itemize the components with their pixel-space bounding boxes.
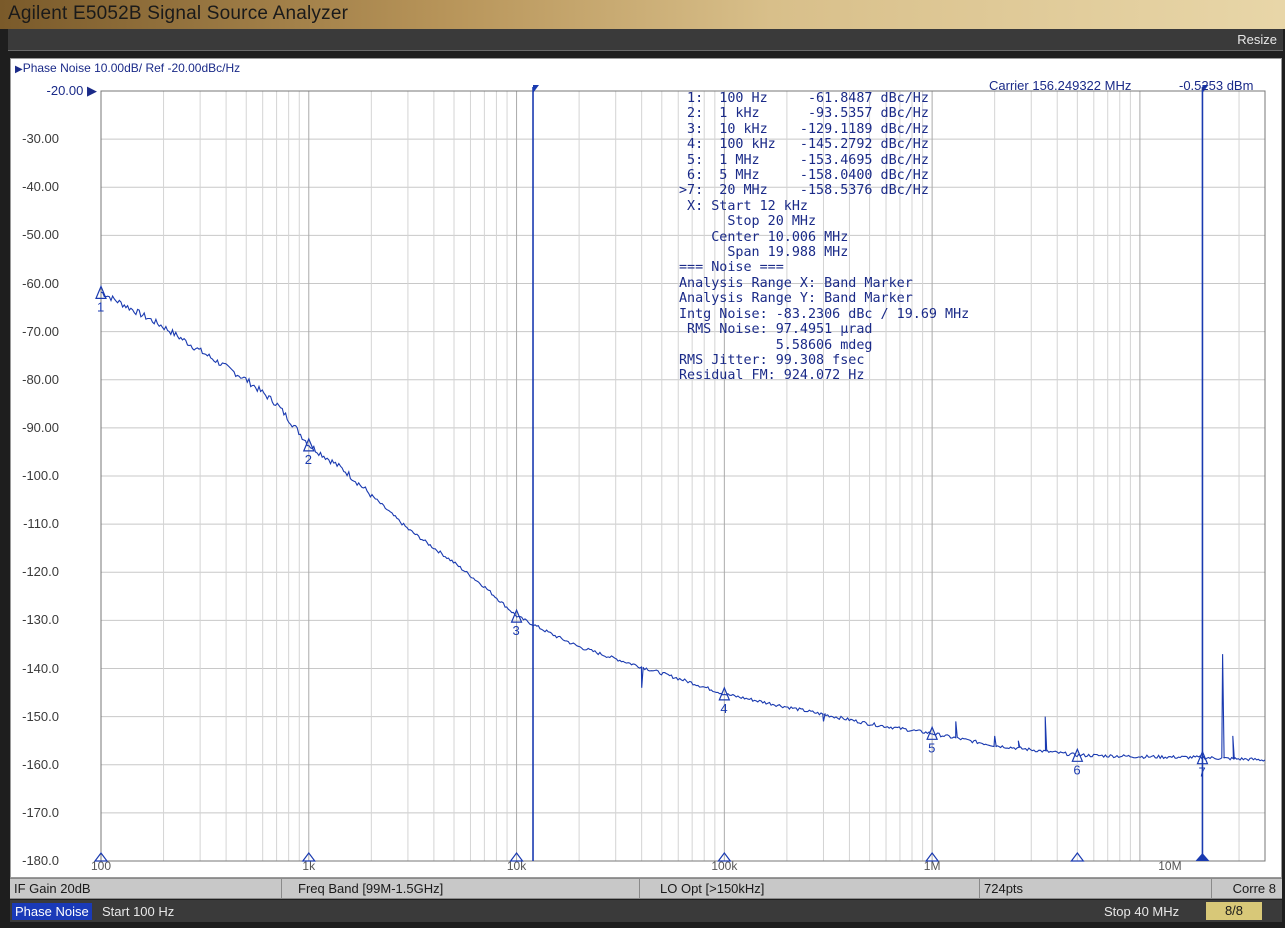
- analysis-readout-line: Stop 20 MHz: [679, 214, 817, 230]
- marker-7-triangle: [1196, 750, 1209, 765]
- x-axis-label: 1M: [923, 859, 941, 873]
- carrier-power: -0.5253 dBm: [1179, 78, 1254, 93]
- footer-bar: Phase Noise Start 100 Hz Stop 40 MHz 8/8: [10, 900, 1282, 922]
- marker-4-axis-triangle: [717, 852, 732, 862]
- x-axis-label: 10M: [1158, 859, 1182, 873]
- marker-4-triangle: [718, 686, 731, 701]
- y-axis-label: -40.00: [22, 179, 59, 195]
- marker-5-triangle: [926, 725, 939, 740]
- analysis-readout-line: Span 19.988 MHz: [679, 245, 849, 261]
- marker-3-label: 3: [513, 623, 520, 638]
- marker-readout-row: 4: 100 kHz -145.2792 dBc/Hz: [679, 137, 929, 153]
- marker-1-label: 1: [97, 299, 104, 314]
- phase-noise-chart[interactable]: 1 2 3 4 5 6 7: [11, 59, 1283, 879]
- freq-band-status[interactable]: Freq Band [99M-1.5GHz]: [282, 879, 640, 898]
- lo-opt-status[interactable]: LO Opt [>150kHz]: [640, 879, 980, 898]
- y-axis-label: -120.0: [22, 564, 59, 580]
- menu-bar: Resize: [8, 29, 1283, 51]
- resize-button[interactable]: Resize: [1237, 32, 1277, 47]
- y-axis-label: -170.0: [22, 804, 59, 820]
- y-axis-label: -150.0: [22, 708, 59, 724]
- plot-frame: [100, 90, 1266, 862]
- analysis-readout-line: X: Start 12 kHz: [679, 198, 808, 214]
- band-marker-flag: [533, 85, 540, 93]
- y-axis-label: -100.0: [22, 468, 59, 483]
- marker-readout-row: 6: 5 MHz -158.0400 dBc/Hz: [679, 168, 929, 184]
- marker-2-label: 2: [305, 452, 312, 467]
- carrier-frequency: Carrier 156.249322 MHz: [989, 78, 1132, 93]
- y-axis-label: -160.0: [22, 756, 59, 772]
- analysis-readout-line: Analysis Range Y: Band Marker: [679, 291, 913, 307]
- y-axis-label: -70.00: [22, 323, 59, 339]
- marker-2-triangle: [302, 437, 315, 452]
- correction-status[interactable]: Corre 8: [1232, 881, 1276, 896]
- marker-readout-row: 3: 10 kHz -129.1189 dBc/Hz: [679, 121, 929, 137]
- title-bar: Agilent E5052B Signal Source Analyzer: [0, 0, 1285, 29]
- band-marker-flag: [1202, 85, 1209, 93]
- y-axis-label: -30.00: [22, 131, 59, 147]
- analysis-readout-line: Intg Noise: -83.2306 dBc / 19.69 MHz: [679, 306, 970, 322]
- y-axis-label: -80.00: [22, 371, 59, 387]
- band-marker-bottom-triangle: [1195, 853, 1210, 861]
- analysis-readout-line: RMS Jitter: 99.308 fsec: [679, 352, 865, 368]
- status-bar: IF Gain 20dB Freq Band [99M-1.5GHz] LO O…: [10, 878, 1282, 899]
- y-axis-label: -90.00: [22, 419, 59, 435]
- marker-7-label: 7: [1198, 765, 1205, 780]
- analysis-readout-line: Center 10.006 MHz: [679, 229, 849, 245]
- y-axis-label: -60.00: [22, 275, 59, 291]
- trace-header-text: Phase Noise 10.00dB/ Ref -20.00dBc/Hz: [22, 61, 241, 75]
- y-axis-label: -110.0: [23, 516, 59, 532]
- marker-4-label: 4: [720, 701, 727, 716]
- analysis-readout-line: RMS Noise: 97.4951 µrad: [679, 322, 873, 338]
- marker-6-axis-triangle: [1070, 852, 1085, 862]
- marker-readout-table: 1: 100 Hz -61.8487 dBc/Hz 2: 1 kHz -93.5…: [679, 91, 969, 384]
- x-axis-label: 10k: [506, 859, 527, 873]
- y-axis-label: -130.0: [22, 612, 59, 628]
- trace-header: ▶Phase Noise 10.00dB/ Ref -20.00dBc/Hz: [15, 61, 240, 75]
- marker-1-triangle: [95, 284, 107, 299]
- if-gain-status[interactable]: IF Gain 20dB: [10, 879, 282, 898]
- y-axis-label: -140.0: [22, 660, 59, 676]
- stop-frequency[interactable]: Stop 40 MHz: [1104, 904, 1180, 919]
- x-axis-label: 1k: [302, 859, 316, 873]
- analysis-readout-line: === Noise ===: [679, 260, 784, 276]
- y-axis-label: -50.00: [22, 227, 59, 243]
- analysis-readout-line: Residual FM: 924.072 Hz: [679, 368, 865, 384]
- window-title: Agilent E5052B Signal Source Analyzer: [8, 3, 349, 24]
- points-status[interactable]: 724pts: [980, 879, 1212, 898]
- marker-3-axis-triangle: [509, 852, 524, 862]
- measurement-mode-badge[interactable]: Phase Noise: [12, 903, 92, 920]
- active-trace-icon: ▶: [15, 64, 23, 75]
- marker-6-triangle: [1071, 747, 1084, 762]
- marker-2-axis-triangle: [301, 852, 316, 862]
- y-axis-label: -20.00 ▶: [46, 83, 97, 98]
- marker-readout-row: 1: 100 Hz -61.8487 dBc/Hz: [679, 91, 929, 106]
- marker-3-triangle: [510, 608, 523, 623]
- marker-5-label: 5: [928, 740, 935, 755]
- analysis-readout-line: 5.58606 mdeg: [679, 337, 873, 353]
- y-axis-label: -180.0: [22, 853, 59, 868]
- analysis-readout-line: Analysis Range X: Band Marker: [679, 275, 913, 291]
- start-frequency[interactable]: Start 100 Hz: [102, 904, 175, 919]
- marker-1-axis-triangle: [93, 852, 109, 862]
- trace-count-badge: 8/8: [1206, 902, 1262, 920]
- marker-readout-row: >7: 20 MHz -158.5376 dBc/Hz: [679, 183, 929, 199]
- marker-readout-row: 2: 1 kHz -93.5357 dBc/Hz: [679, 106, 929, 122]
- x-axis-label: 100: [90, 859, 112, 873]
- marker-5-axis-triangle: [924, 852, 940, 862]
- phase-noise-trace: [100, 291, 1266, 762]
- x-axis-label: 100k: [711, 859, 738, 873]
- marker-readout-row: 5: 1 MHz -153.4695 dBc/Hz: [679, 152, 929, 168]
- phase-noise-chart-panel[interactable]: 1 2 3 4 5 6 7 ▶Phase Noise 10.00dB/ Ref -20.00…: [10, 58, 1282, 878]
- marker-6-label: 6: [1073, 762, 1080, 777]
